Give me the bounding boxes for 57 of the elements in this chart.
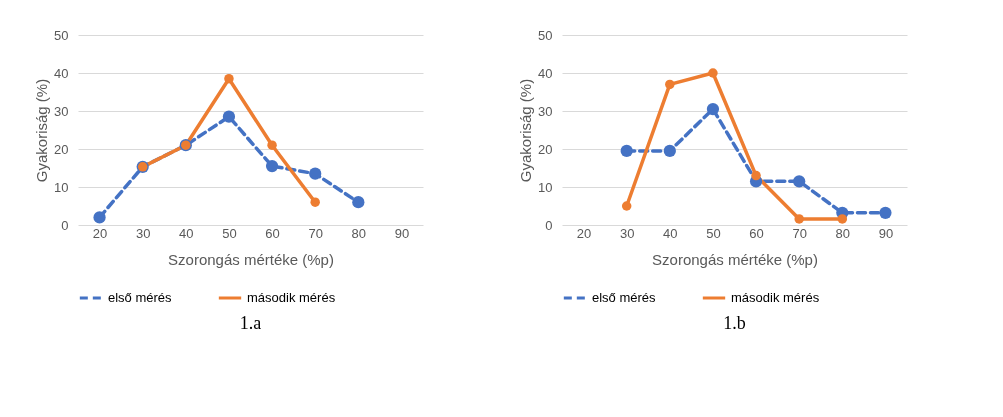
x-tick-label: 20	[576, 225, 592, 241]
point	[665, 79, 675, 90]
y-tick-label: 40	[538, 65, 553, 81]
y-tick-label: 10	[538, 179, 553, 195]
y-tick-label: 20	[538, 141, 553, 157]
point	[663, 144, 676, 158]
legend-label: első mérés	[108, 290, 173, 305]
y-tick-label: 30	[54, 103, 69, 119]
point	[620, 144, 633, 158]
y-tick-label: 40	[54, 65, 69, 81]
x-tick-label: 30	[619, 225, 635, 241]
x-tick-label: 40	[179, 225, 194, 241]
x-tick-label: 80	[351, 225, 367, 241]
point	[267, 140, 277, 150]
x-tick-label: 60	[265, 225, 280, 241]
x-tick-label: 70	[792, 225, 807, 241]
y-tick-label: 50	[538, 27, 553, 43]
point	[93, 211, 106, 224]
y-tick-label: 0	[545, 217, 553, 233]
x-tick-label: 50	[222, 225, 237, 241]
point	[793, 175, 806, 188]
point	[224, 73, 234, 84]
x-axis-title: Szorongás mértéke (%p)	[652, 250, 818, 268]
legend-label: első mérés	[592, 290, 657, 305]
y-axis-title: Gyakoriság (%)	[517, 78, 535, 183]
x-tick-label: 70	[308, 225, 323, 241]
x-tick-label: 80	[835, 225, 851, 241]
point	[621, 201, 632, 211]
x-tick-label: 90	[394, 225, 410, 241]
point	[708, 68, 718, 78]
point	[352, 196, 365, 209]
x-tick-label: 50	[706, 225, 721, 241]
y-tick-label: 0	[61, 217, 69, 233]
x-tick-label: 20	[92, 225, 108, 241]
point	[879, 206, 892, 219]
point	[265, 159, 279, 173]
text: 1.a	[239, 313, 262, 333]
x-tick-label: 40	[663, 225, 678, 241]
legend-label: második mérés	[731, 290, 820, 305]
y-tick-label: 30	[538, 103, 553, 119]
point	[706, 102, 720, 116]
y-tick-label: 20	[54, 141, 69, 157]
point	[751, 170, 761, 181]
point	[310, 197, 320, 207]
y-tick-label: 10	[54, 179, 69, 195]
legend-label: második mérés	[247, 290, 336, 305]
point	[222, 110, 236, 123]
point	[794, 214, 804, 224]
text: 1.b	[723, 313, 746, 333]
point	[309, 167, 322, 180]
x-tick-label: 30	[135, 225, 151, 241]
y-axis-title: Gyakoriság (%)	[33, 78, 51, 183]
y-tick-label: 50	[54, 27, 69, 43]
x-tick-label: 90	[878, 225, 894, 241]
x-axis-title: Szorongás mértéke (%p)	[168, 250, 334, 268]
x-tick-label: 60	[749, 225, 764, 241]
point	[837, 214, 848, 224]
